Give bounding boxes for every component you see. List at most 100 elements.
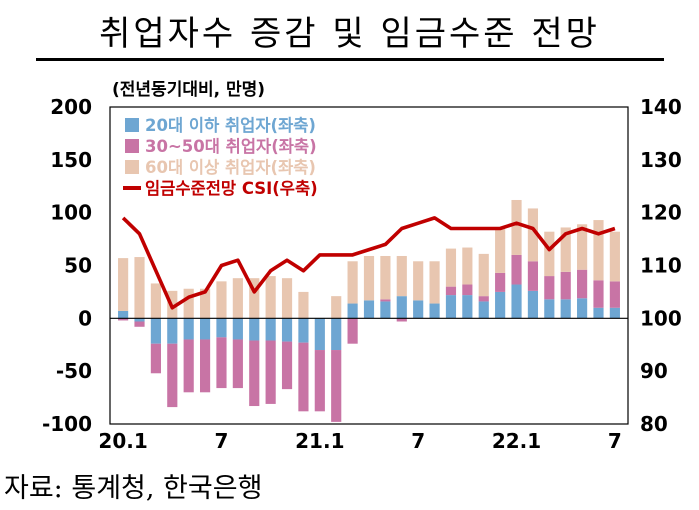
legend-swatch-2 [125,139,139,153]
legend: 20대 이하 취업자(좌축)30~50대 취업자(좌축)60대 이상 취업자(좌… [123,115,318,198]
bar-3-20.2 [134,257,145,319]
bar-3-21.7 [413,261,424,301]
bar-1-21.11 [478,301,489,319]
bar-2-21.10 [462,284,473,296]
y-right-tick: 120 [640,201,682,225]
bar-3-20.9 [249,278,260,319]
bar-1-22.2 [527,290,539,319]
bar-3-21.9 [445,248,457,287]
source-note: 자료: 통계청, 한국은행 [4,473,263,504]
x-tick-label: 22.1 [492,429,541,453]
bar-1-20.12 [298,318,309,343]
bar-3-20.8 [232,278,243,319]
bar-3-21.11 [478,253,489,297]
y-left-tick: 200 [50,95,92,119]
legend-label-2: 30~50대 취업자(좌축) [145,136,317,156]
bar-3-20.7 [216,281,227,319]
bar-1-20.7 [216,318,227,338]
chart-title: 취업자수 증감 및 임금수준 전망 [99,14,600,54]
x-tick-label: 21.1 [295,429,344,453]
legend-swatch-3 [125,160,139,174]
bar-1-21.2 [331,318,342,351]
legend-label-4: 임금수준전망 CSI(우축) [145,178,318,198]
y-right-tick: 130 [640,148,682,172]
bar-2-22.2 [527,261,539,291]
bar-1-22.5 [577,298,588,319]
bar-1-21.4 [363,300,375,319]
y-left-tick: 0 [78,306,92,330]
bar-1-20.6 [199,318,211,340]
bar-2-22.4 [560,271,571,300]
bar-1-22.7 [609,307,620,319]
bar-2-20.11 [281,341,293,390]
bar-3-22.4 [560,227,571,272]
bar-3-22.6 [593,220,604,281]
bar-3-22.2 [527,208,539,262]
bar-3-20.3 [150,283,161,319]
bar-3-21.8 [429,261,440,304]
bar-1-20.8 [232,318,243,340]
legend-label-3: 60대 이상 취업자(좌축) [145,157,316,177]
bar-3-21.2 [331,296,342,319]
legend-swatch-1 [125,118,139,132]
bar-2-21.9 [445,286,457,296]
bar-2-20.6 [199,339,211,393]
bar-2-22.5 [577,269,588,299]
bar-3-20.12 [298,291,309,319]
bar-3-21.6 [396,255,407,297]
bar-1-21.5 [380,301,391,319]
bar-2-22.7 [609,281,620,308]
bar-2-22.3 [544,276,555,300]
y-left-tick: -100 [42,412,92,436]
bar-3-22.7 [609,231,620,282]
bar-2-20.5 [183,339,194,393]
bar-1-21.10 [462,295,473,319]
bar-1-21.8 [429,303,440,319]
x-tick-label: 7 [215,429,229,453]
bar-3-21.4 [363,255,375,301]
title-underline [36,58,664,61]
legend-swatch-4 [123,186,141,190]
y-right-tick: 80 [640,412,668,436]
bar-1-21.12 [495,291,506,319]
y-left-tick: -50 [56,359,92,383]
bar-2-21.3 [347,318,358,344]
plot-frame [109,106,629,425]
bar-2-21.2 [331,350,342,422]
bar-1-22.3 [544,299,555,319]
bar-2-20.4 [167,343,178,408]
bar-2-21.1 [314,350,325,412]
bar-1-20.2 [134,318,145,322]
unit-label: (전년동기대비, 만명) [112,80,265,100]
bar-1-20.9 [249,318,260,341]
y-right-tick: 140 [640,95,682,119]
bar-3-21.10 [462,247,473,285]
bar-3-20.5 [183,288,194,319]
bar-1-20.4 [167,318,178,344]
bar-1-20.1 [118,310,129,319]
bar-1-22.4 [560,299,571,319]
bar-2-20.2 [134,321,145,327]
bar-2-20.9 [249,340,260,407]
bar-1-21.7 [413,300,424,319]
bar-1-21.3 [347,303,358,319]
bar-3-21.3 [347,261,358,304]
y-left-tick: 150 [50,148,92,172]
bar-3-22.5 [577,224,588,270]
legend-label-1: 20대 이하 취업자(좌축) [145,115,316,135]
bar-2-20.10 [265,340,276,404]
plot-area: -100 -50 0 50 100 150 200 80 90 100 110 120 130 140 20… [42,95,682,453]
bar-2-21.6 [396,318,407,322]
y-left-tick: 50 [64,254,92,278]
bar-1-20.11 [281,318,293,342]
bar-3-21.5 [380,255,391,300]
bar-1-20.5 [183,318,194,340]
bar-2-21.11 [478,296,489,302]
bar-2-21.12 [495,272,506,292]
bar-3-22.1 [511,199,522,255]
bar-2-20.7 [216,337,227,389]
bar-2-20.3 [150,343,161,374]
bar-3-20.1 [118,258,129,311]
x-tick-label: 20.1 [98,429,147,453]
